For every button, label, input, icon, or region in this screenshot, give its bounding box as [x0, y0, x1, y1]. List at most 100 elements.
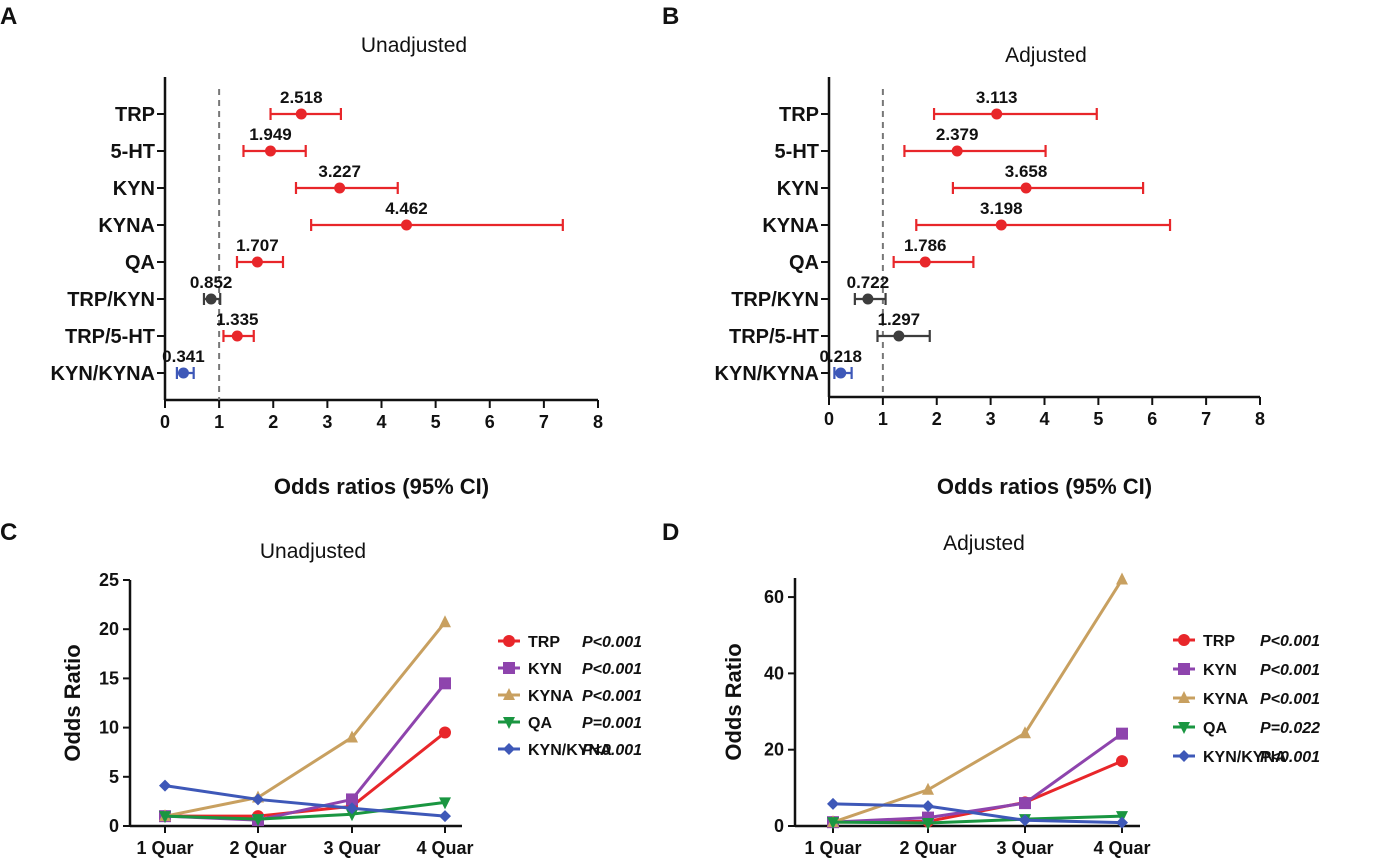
- y-tick-label: 20: [99, 619, 119, 639]
- data-point-triangle-up: [439, 615, 451, 628]
- legend-p-value: P<0.001: [582, 688, 642, 705]
- forest-row-trp-kyn: TRP/KYN 0.852: [67, 273, 232, 311]
- chart-title: Adjusted: [943, 532, 1025, 555]
- y-tick-label: 0: [109, 816, 119, 836]
- forest-row-qa: QA 1.786: [789, 236, 975, 274]
- x-tick-label: 6: [1147, 409, 1157, 429]
- y-tick-label: 0: [774, 816, 784, 836]
- category-label: TRP: [779, 104, 819, 126]
- series-line: [832, 814, 1123, 825]
- x-tick-label: 1 Quar: [136, 838, 193, 858]
- odds-ratio-point: [231, 330, 243, 342]
- category-label: KYN: [777, 178, 819, 200]
- series-line: [164, 682, 447, 822]
- data-point-diamond: [827, 797, 839, 810]
- category-label: TRP/KYN: [67, 289, 155, 311]
- legend-series-name: KYN: [1203, 662, 1237, 679]
- data-point-triangle-up: [1178, 691, 1190, 703]
- x-tick-label: 0: [824, 409, 834, 429]
- legend-item-qa: QA P=0.022: [1173, 720, 1320, 737]
- y-tick-label: 40: [764, 663, 784, 683]
- category-label: 5-HT: [111, 141, 155, 163]
- series-kyn-kyna: [159, 779, 451, 823]
- x-tick-label: 1 Quar: [804, 838, 861, 858]
- data-point-diamond: [346, 802, 358, 815]
- x-tick-label: 2 Quar: [229, 838, 286, 858]
- legend-series-name: KYN/KYNA: [1203, 749, 1287, 766]
- odds-ratio-point: [334, 182, 346, 194]
- x-tick-label: 3 Quar: [323, 838, 380, 858]
- legend-item-kyna: KYNA P<0.001: [1173, 691, 1320, 708]
- data-point-triangle-down: [503, 717, 515, 729]
- legend-p-value: P<0.001: [582, 661, 642, 678]
- odds-ratio-value-label: 4.462: [385, 199, 428, 218]
- odds-ratio-value-label: 1.949: [249, 125, 292, 144]
- data-point-square: [1178, 663, 1190, 675]
- y-tick-label: 10: [99, 718, 119, 738]
- series-line: [164, 621, 447, 818]
- legend-item-trp: TRP P<0.001: [1173, 633, 1320, 650]
- legend-series-name: KYN/KYNA: [528, 742, 612, 759]
- forest-row-kyn: KYN 3.658: [777, 162, 1145, 200]
- chart-title: Unadjusted: [361, 34, 467, 57]
- chart-title: Adjusted: [1005, 44, 1087, 67]
- odds-ratio-value-label: 0.722: [847, 273, 890, 292]
- data-point-triangle-down: [922, 817, 934, 830]
- odds-ratio-point: [919, 256, 931, 268]
- legend-p-value: P<0.001: [1260, 633, 1320, 650]
- odds-ratio-point: [401, 219, 413, 231]
- legend-item-kyn: KYN P<0.001: [1173, 662, 1320, 679]
- y-tick-label: 60: [764, 587, 784, 607]
- x-tick-label: 5: [431, 412, 441, 432]
- legend-p-value: P=0.001: [582, 715, 642, 732]
- legend-series-name: TRP: [528, 634, 560, 651]
- data-point-triangle-up: [346, 730, 358, 743]
- data-point-diamond: [1178, 750, 1190, 762]
- x-tick-label: 4: [376, 412, 386, 432]
- legend-series-name: KYNA: [528, 688, 574, 705]
- data-point-circle: [1116, 755, 1128, 768]
- x-tick-label: 6: [485, 412, 495, 432]
- data-point-diamond: [159, 779, 171, 792]
- y-axis-title: Odds Ratio: [721, 643, 746, 760]
- y-tick-label: 25: [99, 570, 119, 590]
- odds-ratio-value-label: 1.707: [236, 236, 279, 255]
- panel-d-line-chart-adjusted: D Adjusted 0 20 40 60 1 Quar 2 Quar 3 Quar 4 Quar…: [662, 519, 1320, 858]
- x-tick-label: 4: [1039, 409, 1049, 429]
- category-label: TRP: [115, 104, 155, 126]
- legend-series-name: TRP: [1203, 633, 1235, 650]
- forest-row-trp-5-ht: TRP/5-HT 1.297: [729, 310, 931, 348]
- x-tick-label: 1: [878, 409, 888, 429]
- x-tick-label: 7: [1201, 409, 1211, 429]
- data-point-triangle-down: [439, 797, 451, 810]
- data-point-diamond: [1116, 816, 1128, 829]
- legend-p-value: P<0.001: [582, 742, 642, 759]
- x-tick-label: 3: [986, 409, 996, 429]
- data-point-circle: [439, 726, 451, 739]
- odds-ratio-value-label: 2.518: [280, 88, 323, 107]
- odds-ratio-point: [995, 219, 1007, 231]
- odds-ratio-point: [951, 145, 963, 157]
- data-point-square: [439, 677, 451, 690]
- series-line: [832, 732, 1123, 824]
- forest-row-kyna: KYNA 4.462: [98, 199, 564, 237]
- odds-ratio-point: [205, 293, 217, 305]
- x-tick-label: 0: [160, 412, 170, 432]
- odds-ratio-value-label: 3.227: [318, 162, 361, 181]
- panel-letter: C: [0, 519, 17, 546]
- y-tick-label: 20: [764, 740, 784, 760]
- odds-ratio-value-label: 1.297: [878, 310, 921, 329]
- category-label: KYNA: [762, 215, 819, 237]
- panel-c-line-chart-unadjusted: C Unadjusted 0 5 10 15 20 25 1 Quar 2 Quar 3 Quar 4…: [0, 519, 642, 858]
- category-label: QA: [789, 252, 819, 274]
- x-tick-label: 2 Quar: [899, 838, 956, 858]
- panel-a-forest-plot-unadjusted: A Unadjusted 0 1 2 3 4 5 6 7 8 TRP 2.518 5-HT 1.949 KYN…: [0, 3, 603, 499]
- x-tick-label: 5: [1093, 409, 1103, 429]
- data-point-square: [503, 662, 515, 674]
- data-point-triangle-up: [1019, 726, 1031, 739]
- x-tick-label: 2: [268, 412, 278, 432]
- legend-item-qa: QA P=0.001: [498, 715, 642, 732]
- forest-row-trp: TRP 3.113: [779, 88, 1098, 126]
- data-point-square: [1019, 797, 1031, 810]
- data-point-diamond: [503, 743, 515, 755]
